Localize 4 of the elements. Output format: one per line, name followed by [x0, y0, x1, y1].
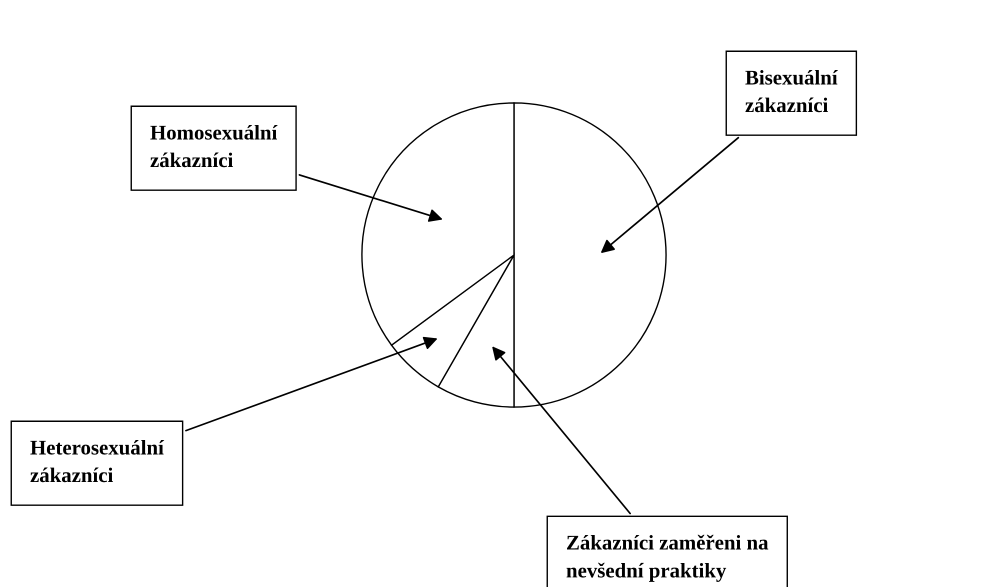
slice-label: Bisexuální zákazníci — [745, 70, 838, 112]
slice-label: Zákazníci zaměřeni na nevšední praktiky — [566, 534, 768, 582]
slice-label: Homosexuální zákazníci — [150, 124, 278, 168]
slice-label: Heterosexuální zákazníci — [30, 440, 164, 482]
